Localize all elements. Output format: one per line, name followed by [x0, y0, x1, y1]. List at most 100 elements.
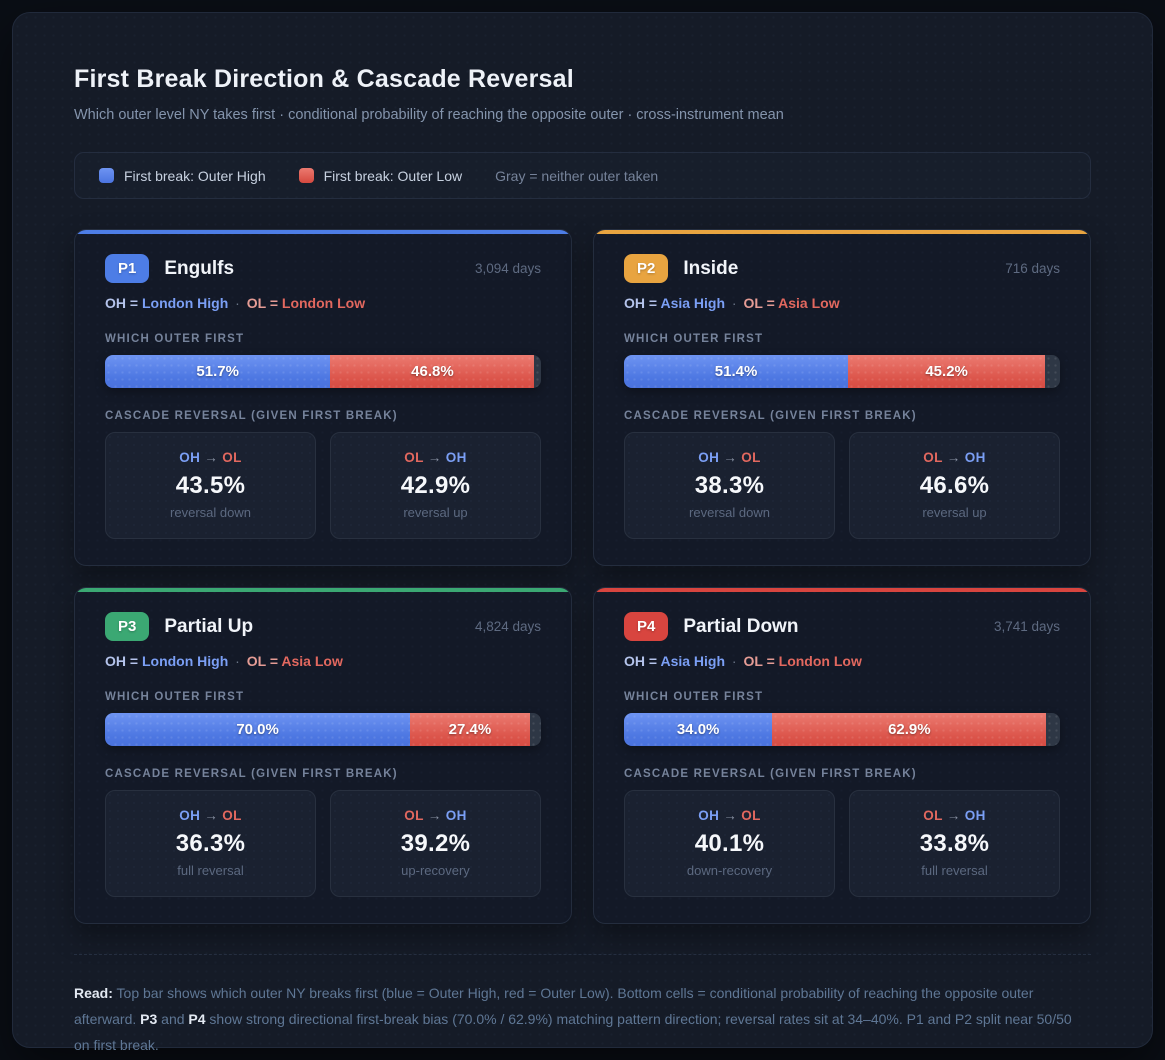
arrow-icon: → [204, 808, 219, 823]
reversal-value: 46.6% [919, 472, 990, 499]
reversal-caption: reversal down [170, 505, 251, 520]
reversal-route: OL → OH [341, 808, 530, 823]
reversal-route: OH → OL [116, 450, 305, 465]
oh-value: Asia High [660, 653, 726, 669]
legend-label-outer-low: First break: Outer Low [323, 167, 463, 184]
reversal-cell-ol-to-oh: OL → OH 39.2% up-recovery [330, 790, 541, 897]
ol-value: Asia Low [281, 653, 343, 669]
arrow-icon: → [427, 450, 442, 465]
ol-key: OL = [246, 653, 278, 669]
ol-key: OL = [743, 653, 775, 669]
card-days-p2: 716 days [1005, 261, 1060, 276]
pattern-card-p1: P1 Engulfs 3,094 days OH = London High ·… [74, 229, 572, 566]
reversal-caption: reversal up [403, 505, 468, 520]
section-label-which-outer-first: WHICH OUTER FIRST [105, 691, 245, 703]
reversal-cell-ol-to-oh: OL → OH 46.6% reversal up [849, 432, 1060, 539]
dot-separator: · [235, 295, 240, 311]
reversal-value: 39.2% [400, 830, 471, 857]
reversal-caption: down-recovery [686, 863, 773, 878]
card-accent-p1 [75, 230, 571, 234]
route-to: OL [222, 808, 242, 823]
bar-segment-outer-high: 51.4% [624, 355, 849, 388]
card-days-p4: 3,741 days [993, 619, 1060, 634]
bar-label-outer-low: 45.2% [925, 363, 968, 380]
card-header-p1: P1 Engulfs 3,094 days [105, 254, 541, 283]
arrow-icon: → [723, 450, 738, 465]
pattern-card-p2: P2 Inside 716 days OH = Asia High · OL =… [593, 229, 1091, 566]
outer-low-swatch-icon [298, 168, 314, 183]
reversal-cell-ol-to-oh: OL → OH 42.9% reversal up [330, 432, 541, 539]
dot-separator: · [731, 295, 737, 311]
bar-segment-neither [1045, 355, 1060, 388]
oh-value: Asia High [660, 295, 726, 311]
pattern-card-p4: P4 Partial Down 3,741 days OH = Asia Hig… [593, 587, 1091, 924]
reversal-value: 33.8% [919, 830, 990, 857]
reversal-caption: full reversal [177, 863, 244, 878]
first-break-bar-p3: 70.0% 27.4% [105, 713, 541, 746]
pattern-badge-p3: P3 [105, 612, 150, 641]
bar-label-outer-high: 51.4% [714, 363, 758, 380]
bar-label-outer-low: 46.8% [411, 363, 454, 380]
ol-value: London Low [281, 295, 366, 311]
outer-definition-p3: OH = London High · OL = Asia Low [105, 653, 541, 669]
route-from: OL [404, 808, 424, 823]
oh-key: OH = [105, 295, 139, 311]
read-bold-p4: P4 [188, 1010, 206, 1027]
bar-label-outer-high: 34.0% [676, 721, 720, 738]
read-text-3: show strong directional first-break bias… [74, 1010, 1072, 1053]
section-label-cascade-reversal: CASCADE REVERSAL (GIVEN FIRST BREAK) [624, 410, 917, 422]
footer-divider [74, 954, 1091, 955]
arrow-icon: → [946, 808, 961, 823]
card-accent-p2 [594, 230, 1090, 234]
read-note: Read: Top bar shows which outer NY break… [74, 981, 1091, 1059]
card-title-p2: Inside [683, 257, 739, 279]
dot-separator: · [235, 653, 240, 669]
bar-label-outer-low: 62.9% [888, 721, 931, 738]
route-from: OH [179, 808, 201, 823]
card-accent-p4 [594, 588, 1090, 592]
reversal-route: OH → OL [635, 808, 824, 823]
reversal-cell-oh-to-ol: OH → OL 36.3% full reversal [105, 790, 316, 897]
outer-definition-p1: OH = London High · OL = London Low [105, 295, 541, 311]
reversal-route: OL → OH [341, 450, 530, 465]
route-to: OH [445, 450, 467, 465]
reversal-value: 40.1% [694, 830, 765, 857]
oh-value: London High [141, 653, 229, 669]
oh-key: OH = [624, 653, 658, 669]
reversal-caption: up-recovery [401, 863, 470, 878]
route-to: OH [445, 808, 467, 823]
ol-key: OL = [743, 295, 775, 311]
read-bold-p3: P3 [140, 1010, 158, 1027]
card-header-p2: P2 Inside 716 days [624, 254, 1060, 283]
reversal-route: OH → OL [116, 808, 305, 823]
outer-definition-p4: OH = Asia High · OL = London Low [624, 653, 1060, 669]
read-text-1: Top bar shows which outer NY breaks firs… [74, 985, 1034, 1027]
arrow-icon: → [204, 450, 219, 465]
reversal-cell-oh-to-ol: OH → OL 40.1% down-recovery [624, 790, 835, 897]
card-title-p4: Partial Down [683, 615, 799, 637]
card-header-p4: P4 Partial Down 3,741 days [624, 612, 1060, 641]
reversal-cell-ol-to-oh: OL → OH 33.8% full reversal [849, 790, 1060, 897]
pattern-badge-p2: P2 [624, 254, 669, 283]
route-from: OL [404, 450, 424, 465]
outer-definition-p2: OH = Asia High · OL = Asia Low [624, 295, 1060, 311]
route-to: OL [741, 808, 761, 823]
legend-item-outer-low: First break: Outer Low [298, 167, 463, 184]
route-from: OL [923, 450, 943, 465]
bar-segment-outer-high: 70.0% [105, 713, 411, 746]
bar-label-outer-high: 51.7% [196, 363, 239, 380]
first-break-bar-p4: 34.0% 62.9% [624, 713, 1060, 746]
card-days-p3: 4,824 days [474, 619, 541, 634]
arrow-icon: → [946, 450, 961, 465]
card-title-p3: Partial Up [164, 615, 254, 637]
route-to: OH [964, 450, 986, 465]
reversal-cells-p4: OH → OL 40.1% down-recovery OL → OH 33.8% fu… [624, 790, 1060, 897]
reversal-route: OL → OH [860, 808, 1049, 823]
bar-segment-outer-low: 62.9% [772, 713, 1047, 746]
legend-gray-note: Gray = neither outer taken [495, 167, 659, 184]
oh-key: OH = [105, 653, 139, 669]
section-label-which-outer-first: WHICH OUTER FIRST [624, 691, 764, 703]
reversal-value: 43.5% [175, 472, 246, 499]
route-to: OL [741, 450, 761, 465]
bar-segment-outer-high: 34.0% [624, 713, 773, 746]
